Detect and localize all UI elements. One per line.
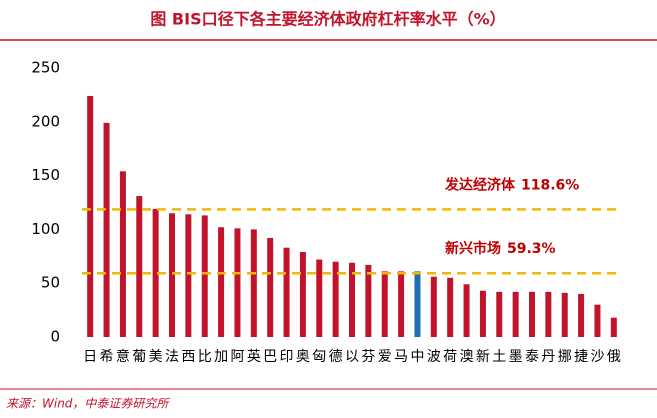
bar	[561, 292, 568, 337]
bar	[349, 262, 355, 337]
y-tick-label: 0	[50, 328, 60, 346]
y-tick-label: 250	[31, 59, 60, 77]
bar	[610, 317, 617, 337]
y-tick-label: 100	[31, 220, 60, 238]
x-tick-label: 墨	[509, 349, 523, 365]
bar	[512, 291, 519, 337]
bar	[152, 208, 159, 337]
bar	[250, 229, 257, 337]
reference-name: 发达经济体	[444, 176, 516, 193]
x-tick-label: 以	[345, 349, 359, 365]
bar	[103, 122, 110, 337]
y-tick-label: 150	[31, 166, 60, 184]
x-tick-label: 日	[83, 349, 97, 365]
bar	[283, 247, 290, 337]
x-tick-label: 比	[198, 349, 212, 365]
x-tick-label: 挪	[558, 349, 572, 365]
bar	[136, 196, 143, 337]
bar	[201, 215, 208, 337]
chart-title: 图 BIS口径下各主要经济体政府杠杆率水平（%）	[150, 10, 505, 29]
bar	[234, 228, 241, 337]
x-tick-label: 巴	[263, 349, 277, 365]
x-tick-label: 奥	[296, 348, 310, 365]
x-tick-label: 加	[214, 349, 228, 365]
bar	[578, 293, 585, 337]
x-tick-label: 泰	[525, 349, 539, 365]
x-tick-label: 法	[165, 349, 179, 365]
x-tick-label: 捷	[574, 349, 588, 365]
bar	[529, 291, 535, 337]
x-tick-label: 芬	[361, 349, 375, 365]
bar	[447, 277, 454, 337]
bar	[332, 261, 339, 337]
x-tick-label: 希	[100, 349, 114, 365]
x-tick-label: 中	[410, 349, 424, 365]
x-tick-label: 德	[329, 349, 343, 365]
x-tick-label: 匈	[312, 349, 326, 365]
bar	[545, 291, 552, 337]
bar	[463, 284, 470, 337]
x-tick-label: 意	[116, 348, 130, 365]
y-tick-label: 50	[41, 274, 60, 292]
x-tick-label: 新	[476, 349, 490, 365]
x-tick-label: 荷	[443, 349, 457, 365]
x-tick-label: 土	[492, 349, 506, 365]
bar	[365, 264, 372, 337]
bar	[430, 276, 437, 337]
x-tick-label: 丹	[541, 349, 555, 365]
x-tick-label: 马	[394, 349, 408, 365]
reference-name: 新兴市场	[445, 240, 501, 257]
bar	[87, 95, 94, 337]
bar	[218, 227, 225, 337]
bar	[267, 238, 274, 337]
bar	[119, 171, 126, 337]
x-tick-label: 葡	[132, 349, 146, 365]
x-tick-label: 美	[149, 349, 163, 365]
reference-label: 发达经济体 118.6%	[444, 176, 579, 193]
bar	[185, 214, 192, 337]
bar	[479, 290, 486, 337]
x-tick-label: 沙	[590, 349, 604, 365]
bar	[316, 259, 323, 337]
bar	[594, 304, 601, 337]
x-tick-label: 阿	[230, 349, 244, 365]
bar	[381, 271, 388, 337]
reference-value: 59.3%	[507, 241, 556, 257]
bar	[169, 213, 175, 337]
reference-value: 118.6%	[521, 177, 579, 193]
x-tick-label: 英	[247, 348, 261, 365]
x-tick-label: 俄	[607, 349, 621, 365]
bar	[414, 271, 421, 337]
x-tick-label: 爱	[378, 349, 392, 365]
bar	[398, 271, 405, 337]
x-tick-label: 澳	[460, 349, 474, 365]
x-tick-label: 印	[280, 349, 294, 365]
bar	[299, 251, 306, 337]
bar	[496, 291, 503, 337]
reference-label: 新兴市场 59.3%	[445, 240, 556, 257]
source: 来源：Wind，中泰证券研究所	[6, 397, 170, 411]
x-tick-label: 西	[181, 349, 195, 365]
x-tick-label: 波	[427, 349, 441, 365]
y-tick-label: 200	[31, 112, 60, 130]
